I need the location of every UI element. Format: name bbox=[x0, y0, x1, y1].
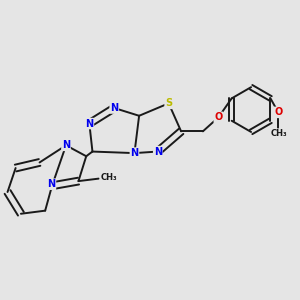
Text: N: N bbox=[130, 148, 139, 158]
Text: N: N bbox=[154, 147, 162, 157]
Text: CH₃: CH₃ bbox=[270, 129, 287, 138]
Text: N: N bbox=[110, 103, 118, 113]
Text: N: N bbox=[62, 140, 70, 150]
Text: N: N bbox=[47, 179, 56, 189]
Text: S: S bbox=[165, 98, 172, 108]
Text: N: N bbox=[85, 118, 93, 129]
Text: O: O bbox=[214, 112, 223, 122]
Text: CH₃: CH₃ bbox=[100, 173, 117, 182]
Text: O: O bbox=[274, 107, 282, 117]
